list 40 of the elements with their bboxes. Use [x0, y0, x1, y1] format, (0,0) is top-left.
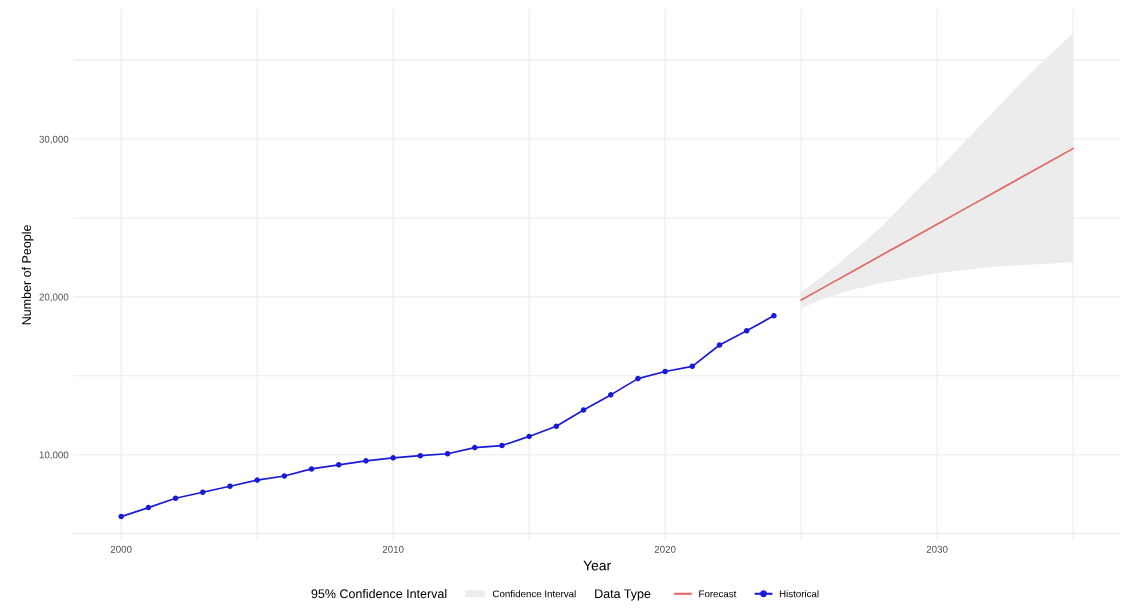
y-tick-label: 30,000: [39, 135, 69, 144]
legend-title: Data Type: [595, 589, 651, 601]
point: [662, 368, 668, 375]
point: [635, 375, 641, 382]
point: [199, 489, 206, 496]
x-tick-label: 2020: [654, 545, 676, 553]
y-tick-label: 20,000: [39, 293, 69, 302]
point: [417, 452, 424, 459]
legend-label: Historical: [779, 590, 819, 598]
point: [607, 392, 614, 398]
line-series: [800, 147, 1074, 301]
point: [743, 328, 750, 334]
point: [172, 495, 179, 502]
point: [145, 504, 152, 511]
y-axis-title: Number of People: [21, 225, 34, 325]
text: 95% Confidence Interval: [311, 588, 447, 599]
point: [308, 466, 315, 472]
x-tick-label: 2000: [110, 545, 132, 553]
point: [471, 444, 478, 451]
point: [335, 462, 342, 468]
point: [771, 312, 777, 319]
point: [281, 473, 288, 479]
point: [526, 433, 532, 440]
point: [580, 407, 587, 413]
x-tick-label: 2010: [382, 545, 404, 553]
point: [553, 423, 560, 430]
text: Confidence Interval: [492, 590, 576, 598]
x-tick-label: 2030: [926, 545, 948, 553]
point: [499, 442, 505, 449]
y-tick-label: 10,000: [39, 451, 69, 460]
point: [689, 363, 696, 370]
point: [227, 483, 233, 490]
point: [444, 450, 451, 457]
point: [363, 458, 369, 464]
x-axis-title: Year: [583, 560, 611, 571]
point: [254, 477, 260, 483]
point: [118, 513, 124, 520]
legend-label: Forecast: [699, 590, 737, 598]
point: [390, 455, 396, 461]
point: [716, 342, 723, 348]
